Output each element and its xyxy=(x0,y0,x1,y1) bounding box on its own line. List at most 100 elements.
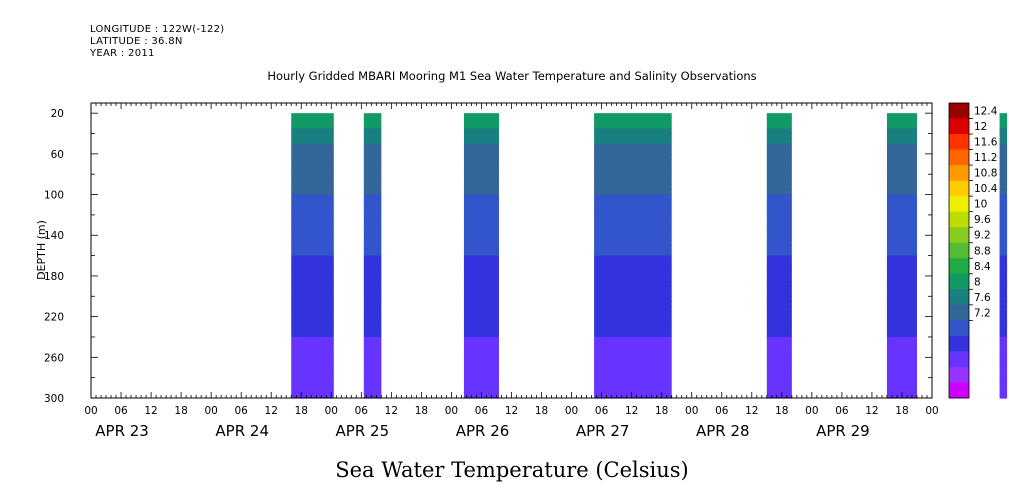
data-cell xyxy=(999,143,1008,150)
data-cell xyxy=(886,113,917,119)
data-cell xyxy=(363,321,382,328)
data-cell xyxy=(363,336,382,343)
data-cell xyxy=(291,362,334,369)
data-cell xyxy=(463,123,499,130)
data-cell xyxy=(766,164,792,170)
data-cell xyxy=(594,286,672,292)
data-segment-4 xyxy=(766,113,792,399)
chart-subtitle: Sea Water Temperature (Celsius) xyxy=(335,458,689,482)
data-cell xyxy=(291,143,334,150)
data-cell xyxy=(463,194,499,201)
data-cell xyxy=(594,265,672,272)
data-cell xyxy=(766,265,792,272)
data-cell xyxy=(999,128,1008,135)
data-cell xyxy=(766,270,792,277)
data-cell xyxy=(363,352,382,358)
data-cell xyxy=(999,199,1008,206)
x-tick-label: 00 xyxy=(204,405,217,417)
colorbar-swatch xyxy=(949,366,969,383)
data-cell xyxy=(594,372,672,379)
data-cell xyxy=(463,148,499,155)
data-cell xyxy=(886,311,917,318)
data-cell xyxy=(594,331,672,338)
data-cell xyxy=(291,260,334,267)
data-cell xyxy=(886,214,917,221)
data-cell xyxy=(463,179,499,185)
data-cell xyxy=(463,387,499,394)
data-cell xyxy=(363,113,382,119)
data-cell xyxy=(766,382,792,389)
data-cell xyxy=(594,169,672,175)
data-cell xyxy=(886,235,917,241)
data-cell xyxy=(999,133,1008,140)
data-cell xyxy=(999,342,1008,348)
data-cell xyxy=(463,118,499,124)
data-cell xyxy=(463,347,499,353)
data-cell xyxy=(594,311,672,318)
data-cell xyxy=(594,301,672,308)
data-cell xyxy=(463,174,499,180)
data-cell xyxy=(363,291,382,297)
y-tick-label: 100 xyxy=(44,190,64,202)
data-cell xyxy=(999,174,1008,180)
data-cell xyxy=(766,336,792,343)
data-cell xyxy=(291,367,334,374)
y-tick-label: 180 xyxy=(44,271,64,283)
data-cell xyxy=(291,230,334,236)
x-tick-label: 00 xyxy=(685,405,698,417)
data-cell xyxy=(594,245,672,252)
data-cell xyxy=(999,260,1008,267)
data-cell xyxy=(291,219,334,226)
data-cell xyxy=(291,387,334,394)
data-cell xyxy=(999,336,1008,343)
data-cell xyxy=(291,352,334,358)
data-cell xyxy=(363,204,382,211)
data-cell xyxy=(999,265,1008,272)
data-cell xyxy=(363,199,382,206)
x-tick-label: 06 xyxy=(114,405,128,417)
data-cell xyxy=(291,214,334,221)
data-cell xyxy=(999,357,1008,363)
data-cell xyxy=(463,311,499,318)
data-cell xyxy=(463,270,499,277)
colorbar-swatch xyxy=(949,304,969,321)
data-cell xyxy=(999,118,1008,124)
data-cell xyxy=(363,286,382,292)
data-cell xyxy=(999,270,1008,277)
data-cell xyxy=(594,204,672,211)
data-cell xyxy=(291,225,334,231)
data-cell xyxy=(999,194,1008,201)
data-cell xyxy=(766,255,792,262)
data-cell xyxy=(886,164,917,170)
data-cell xyxy=(766,230,792,236)
data-cell xyxy=(463,377,499,384)
data-cell xyxy=(291,311,334,318)
day-label: APR 24 xyxy=(215,422,269,440)
data-cell xyxy=(886,306,917,313)
data-cell xyxy=(363,138,382,145)
data-cell xyxy=(999,377,1008,384)
data-cell xyxy=(463,209,499,216)
data-cell xyxy=(766,184,792,191)
data-cell xyxy=(594,148,672,155)
data-cell xyxy=(594,179,672,185)
data-cell xyxy=(886,219,917,226)
data-cell xyxy=(886,357,917,363)
data-cell xyxy=(463,219,499,226)
data-cell xyxy=(463,189,499,196)
x-tick-label: 06 xyxy=(355,405,369,417)
data-cell xyxy=(463,331,499,338)
data-cell xyxy=(766,281,792,287)
colorbar-label: 8 xyxy=(974,276,981,288)
data-cell xyxy=(291,281,334,287)
day-label: APR 28 xyxy=(696,422,750,440)
data-cell xyxy=(463,235,499,241)
colorbar-swatch xyxy=(949,180,969,197)
x-tick-label: 12 xyxy=(265,405,278,417)
colorbar-label: 8.4 xyxy=(974,261,991,273)
data-cell xyxy=(291,158,334,165)
y-tick-label: 60 xyxy=(51,149,64,161)
data-cell xyxy=(363,184,382,191)
y-tick-label: 220 xyxy=(44,312,64,324)
data-cell xyxy=(363,311,382,318)
